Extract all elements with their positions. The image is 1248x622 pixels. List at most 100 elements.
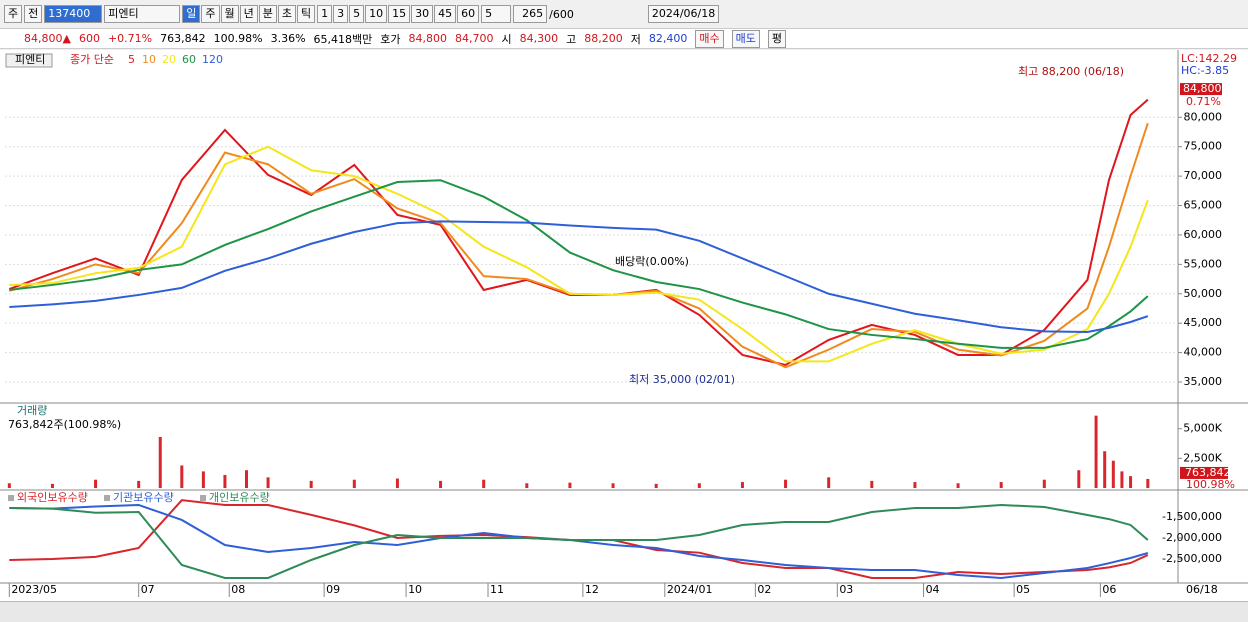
date[interactable]: 2024/06/18 xyxy=(647,5,720,23)
x-tick-label: 02 xyxy=(757,583,771,596)
last-volume: 763,842 xyxy=(1185,466,1231,479)
annotation: LC:142.29 xyxy=(1181,52,1237,65)
chart: 35,000 40,000 45,000 50,000 55,000 60,000 65,0… xyxy=(0,50,1248,601)
volume-bar xyxy=(827,477,831,488)
buy[interactable]: 매수 xyxy=(695,29,724,48)
toolbar-button[interactable]: 월 xyxy=(220,5,239,23)
x-tick-label: 12 xyxy=(585,583,599,596)
legend-box xyxy=(5,53,53,68)
legend-swatch xyxy=(8,495,14,501)
ask-label: 호가 xyxy=(380,32,401,46)
toolbar-button[interactable]: 틱 xyxy=(297,5,316,23)
volume-bar xyxy=(201,471,205,488)
amount: 65,418백만 xyxy=(313,32,373,46)
volume-bar xyxy=(1103,451,1107,488)
y-tick-label: 70,000 xyxy=(1184,169,1223,182)
open-label: 시 xyxy=(501,32,512,46)
volume-bar xyxy=(94,479,98,488)
toolbar-button[interactable]: 60 xyxy=(457,5,480,23)
volume-bar xyxy=(180,465,184,488)
count[interactable]: 265 xyxy=(513,5,548,23)
volume-bar xyxy=(784,479,788,488)
legend-entry: 기관보유수량 xyxy=(113,491,174,504)
x-tick-label: 05 xyxy=(1016,583,1030,596)
y-tick-label: 50,000 xyxy=(1184,287,1223,300)
volume-bar xyxy=(158,437,162,488)
eval[interactable]: 평 xyxy=(767,29,787,48)
series-line xyxy=(9,220,1149,334)
volume: 763,842 xyxy=(160,32,206,45)
market[interactable]: 주 xyxy=(4,5,23,23)
scrollbar[interactable] xyxy=(0,601,1248,622)
chart-bg xyxy=(0,50,1248,601)
code[interactable]: 137400 xyxy=(44,5,103,23)
prev[interactable]: 전 xyxy=(24,5,43,23)
interval-select[interactable]: 5 xyxy=(481,5,512,23)
price-value: 84,800 xyxy=(24,32,63,45)
x-tick-label: 04 xyxy=(926,583,940,596)
y-tick-label: 2,500K xyxy=(1183,451,1222,464)
toolbar-button[interactable]: 10 xyxy=(365,5,388,23)
legend-entry: 개인보유수량 xyxy=(209,491,270,504)
volume-bar xyxy=(1120,471,1124,488)
toolbar-button[interactable]: 3 xyxy=(333,5,349,23)
legend-entry: 20 xyxy=(162,53,176,66)
toolbar-button[interactable]: 5 xyxy=(349,5,365,23)
toolbar-button[interactable]: 15 xyxy=(388,5,411,23)
y-tick-label: 45,000 xyxy=(1184,316,1223,329)
sell[interactable]: 매도 xyxy=(731,29,760,48)
toolbar-button[interactable]: 년 xyxy=(239,5,258,23)
stock-name[interactable]: 피엔티 xyxy=(104,5,181,23)
low-label: 저 xyxy=(630,32,641,46)
series-line xyxy=(9,179,1149,349)
x-tick-label: 07 xyxy=(141,583,155,596)
open: 84,300 xyxy=(519,32,559,45)
toolbar-button[interactable]: 45 xyxy=(434,5,457,23)
legend-swatch xyxy=(104,495,110,501)
volume-bar xyxy=(654,483,658,488)
volume-bar xyxy=(395,478,399,488)
x-tick-label: 03 xyxy=(839,583,853,596)
toolbar-button[interactable]: 분 xyxy=(258,5,277,23)
toolbar-button[interactable]: 초 xyxy=(277,5,296,23)
pane-subtitle: 763,842주(100.98%) xyxy=(8,418,121,431)
x-tick-label: 2023/05 xyxy=(11,583,57,596)
y-tick-label: -2,000,000 xyxy=(1162,531,1222,544)
volume-bar xyxy=(245,470,248,488)
legend-name: 피엔티 xyxy=(15,53,45,66)
volume-bar xyxy=(1077,470,1081,488)
turnover: 3.36% xyxy=(270,32,306,45)
volume-bar xyxy=(482,479,486,488)
toolbar-button[interactable]: 30 xyxy=(411,5,434,23)
legend-entry: 5 xyxy=(128,53,135,66)
intervals: 1 3 5 10 15 30 45 60 xyxy=(317,5,480,23)
low: 82,400 xyxy=(648,32,688,45)
volume-bar xyxy=(50,483,54,488)
volume-bar xyxy=(999,482,1003,488)
toolbar-button[interactable]: 주 xyxy=(201,5,220,23)
legend-entry: 120 xyxy=(202,53,223,66)
count-max: /600 xyxy=(549,7,574,21)
y-tick-label: 60,000 xyxy=(1184,228,1223,241)
change-pct: +0.71% xyxy=(107,32,153,45)
toolbar-button[interactable]: 일 xyxy=(182,5,201,23)
last-volume-change: 100.98% xyxy=(1186,478,1235,491)
quote-bar: 84,800▲ 600 +0.71% 763,842 100.98% 3.36%… xyxy=(0,28,1248,49)
x-tick-label: 09 xyxy=(326,583,340,596)
volume-bar xyxy=(870,480,874,488)
toolbar-button[interactable]: 1 xyxy=(317,5,333,23)
annotation: HC:-3.85 xyxy=(1181,64,1229,77)
legend-label: 종가 단순 xyxy=(70,53,114,66)
price: 84,800▲ xyxy=(24,32,71,45)
y-tick-label: 75,000 xyxy=(1184,140,1223,153)
x-tick-label: 08 xyxy=(231,583,245,596)
last-change: 0.71% xyxy=(1186,95,1221,108)
y-tick-label: 55,000 xyxy=(1184,257,1223,270)
annotation: 최고 88,200 (06/18) xyxy=(1018,65,1124,78)
annotation: 최저 35,000 (02/01) xyxy=(629,373,735,386)
y-tick-label: -2,500,000 xyxy=(1162,552,1222,565)
legend-entry: 외국인보유수량 xyxy=(17,491,88,504)
volume-bar xyxy=(525,483,529,488)
